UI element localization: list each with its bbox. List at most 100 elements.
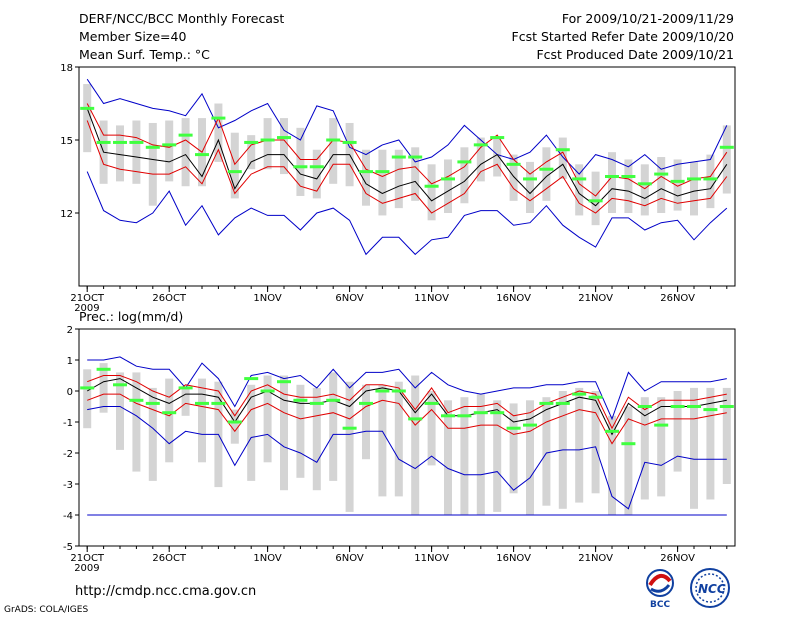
x-tick-label: 11NOV: [414, 553, 449, 564]
x-tick-label: 16NOV: [496, 553, 531, 564]
range-box: [83, 84, 92, 153]
bcc-logo: BCC: [646, 569, 674, 610]
range-box: [362, 149, 370, 206]
marker-point: [605, 175, 619, 178]
range-box: [706, 387, 715, 500]
y-tick-label: 0: [67, 387, 73, 398]
footer-url[interactable]: http://cmdp.ncc.cma.gov.cn: [75, 584, 257, 599]
marker-point: [605, 429, 619, 433]
ncc-logo: NCC: [690, 568, 730, 608]
year-label: 2009: [74, 563, 99, 574]
range-box: [296, 384, 305, 478]
marker-point: [211, 401, 226, 405]
range-box: [165, 378, 174, 463]
marker-point: [621, 175, 636, 178]
range-box: [608, 415, 616, 515]
marker-point: [637, 182, 652, 186]
variable-label: Mean Surf. Temp.: °C: [79, 47, 210, 62]
range-box: [657, 397, 666, 497]
range-box: [706, 154, 715, 209]
marker-point: [129, 140, 144, 144]
y-tick-label: 18: [60, 63, 73, 74]
chart-title: DERF/NCC/BCC Monthly Forecast: [79, 11, 285, 26]
marker-point: [211, 116, 226, 120]
ncc-logo-text: NCC: [698, 582, 726, 596]
marker-point: [506, 162, 521, 166]
marker-point: [654, 172, 669, 176]
bcc-logo-text: BCC: [650, 600, 670, 610]
range-box: [444, 159, 452, 213]
x-tick-label: 26OCT: [152, 293, 187, 304]
range-box: [542, 397, 551, 506]
range-box: [280, 375, 288, 491]
range-box: [673, 159, 682, 211]
spread-upper-line: [87, 375, 727, 430]
range-box: [148, 387, 157, 481]
marker-point: [539, 167, 554, 171]
range-box: [444, 400, 452, 515]
range-box: [657, 157, 666, 213]
marker-point: [588, 395, 603, 399]
marker-point: [80, 386, 95, 390]
x-tick-label: 1NOV: [253, 293, 282, 304]
marker-point: [80, 106, 95, 110]
range-box: [312, 387, 321, 491]
range-box: [526, 400, 534, 515]
marker-point: [260, 138, 275, 142]
marker-point: [703, 177, 718, 181]
range-box: [165, 120, 174, 182]
x-tick-label: 26NOV: [660, 553, 695, 564]
marker-point: [408, 155, 423, 159]
marker-point: [687, 405, 701, 408]
marker-point: [195, 153, 209, 157]
temperature-panel: 12 15 18 21OCT 26OCT 1NOV 6NOV 11NOV 16NOV 21NOV 2…: [60, 63, 736, 314]
range-box: [575, 387, 584, 503]
marker-point: [96, 367, 111, 371]
range-box: [148, 122, 157, 206]
marker-point: [424, 401, 439, 405]
marker-point: [227, 170, 242, 174]
y-tick-label: 15: [60, 136, 73, 147]
range-box: [690, 161, 698, 216]
marker-point: [457, 160, 472, 164]
range-box: [476, 137, 485, 182]
range-box: [509, 403, 518, 494]
range-box: [116, 125, 124, 182]
spread-upper-line: [86, 103, 728, 197]
marker-point: [113, 140, 127, 144]
range-box: [247, 384, 256, 481]
plot-frame: [78, 328, 736, 547]
marker-point: [719, 405, 734, 408]
range-box: [411, 147, 420, 201]
marker-point: [227, 420, 242, 424]
x-tick-label: 1NOV: [253, 553, 282, 564]
range-box: [378, 384, 387, 497]
range-box: [263, 118, 272, 170]
marker-point: [162, 411, 177, 415]
y-tick-label: -5: [63, 542, 73, 553]
range-box: [493, 400, 502, 512]
plot-frame: [78, 66, 736, 287]
marker-point: [490, 411, 505, 415]
marker-point: [162, 143, 177, 147]
marker-point: [145, 145, 160, 149]
y-tick-label: -1: [63, 418, 73, 429]
x-tick-label: 21NOV: [578, 553, 613, 564]
marker-point: [490, 136, 505, 140]
marker-point: [441, 414, 455, 418]
range-box: [247, 135, 256, 170]
marker-point: [424, 184, 439, 188]
max-line: [87, 356, 727, 421]
marker-point: [359, 170, 373, 174]
marker-point: [244, 140, 259, 144]
marker-point: [326, 138, 341, 142]
marker-point: [129, 398, 144, 402]
marker-point: [670, 405, 685, 408]
range-box: [460, 147, 469, 204]
range-box: [411, 375, 420, 515]
min-line: [86, 171, 728, 256]
range-box: [312, 149, 321, 199]
range-box: [624, 406, 633, 515]
marker-point: [309, 401, 324, 405]
range-box: [394, 149, 403, 209]
